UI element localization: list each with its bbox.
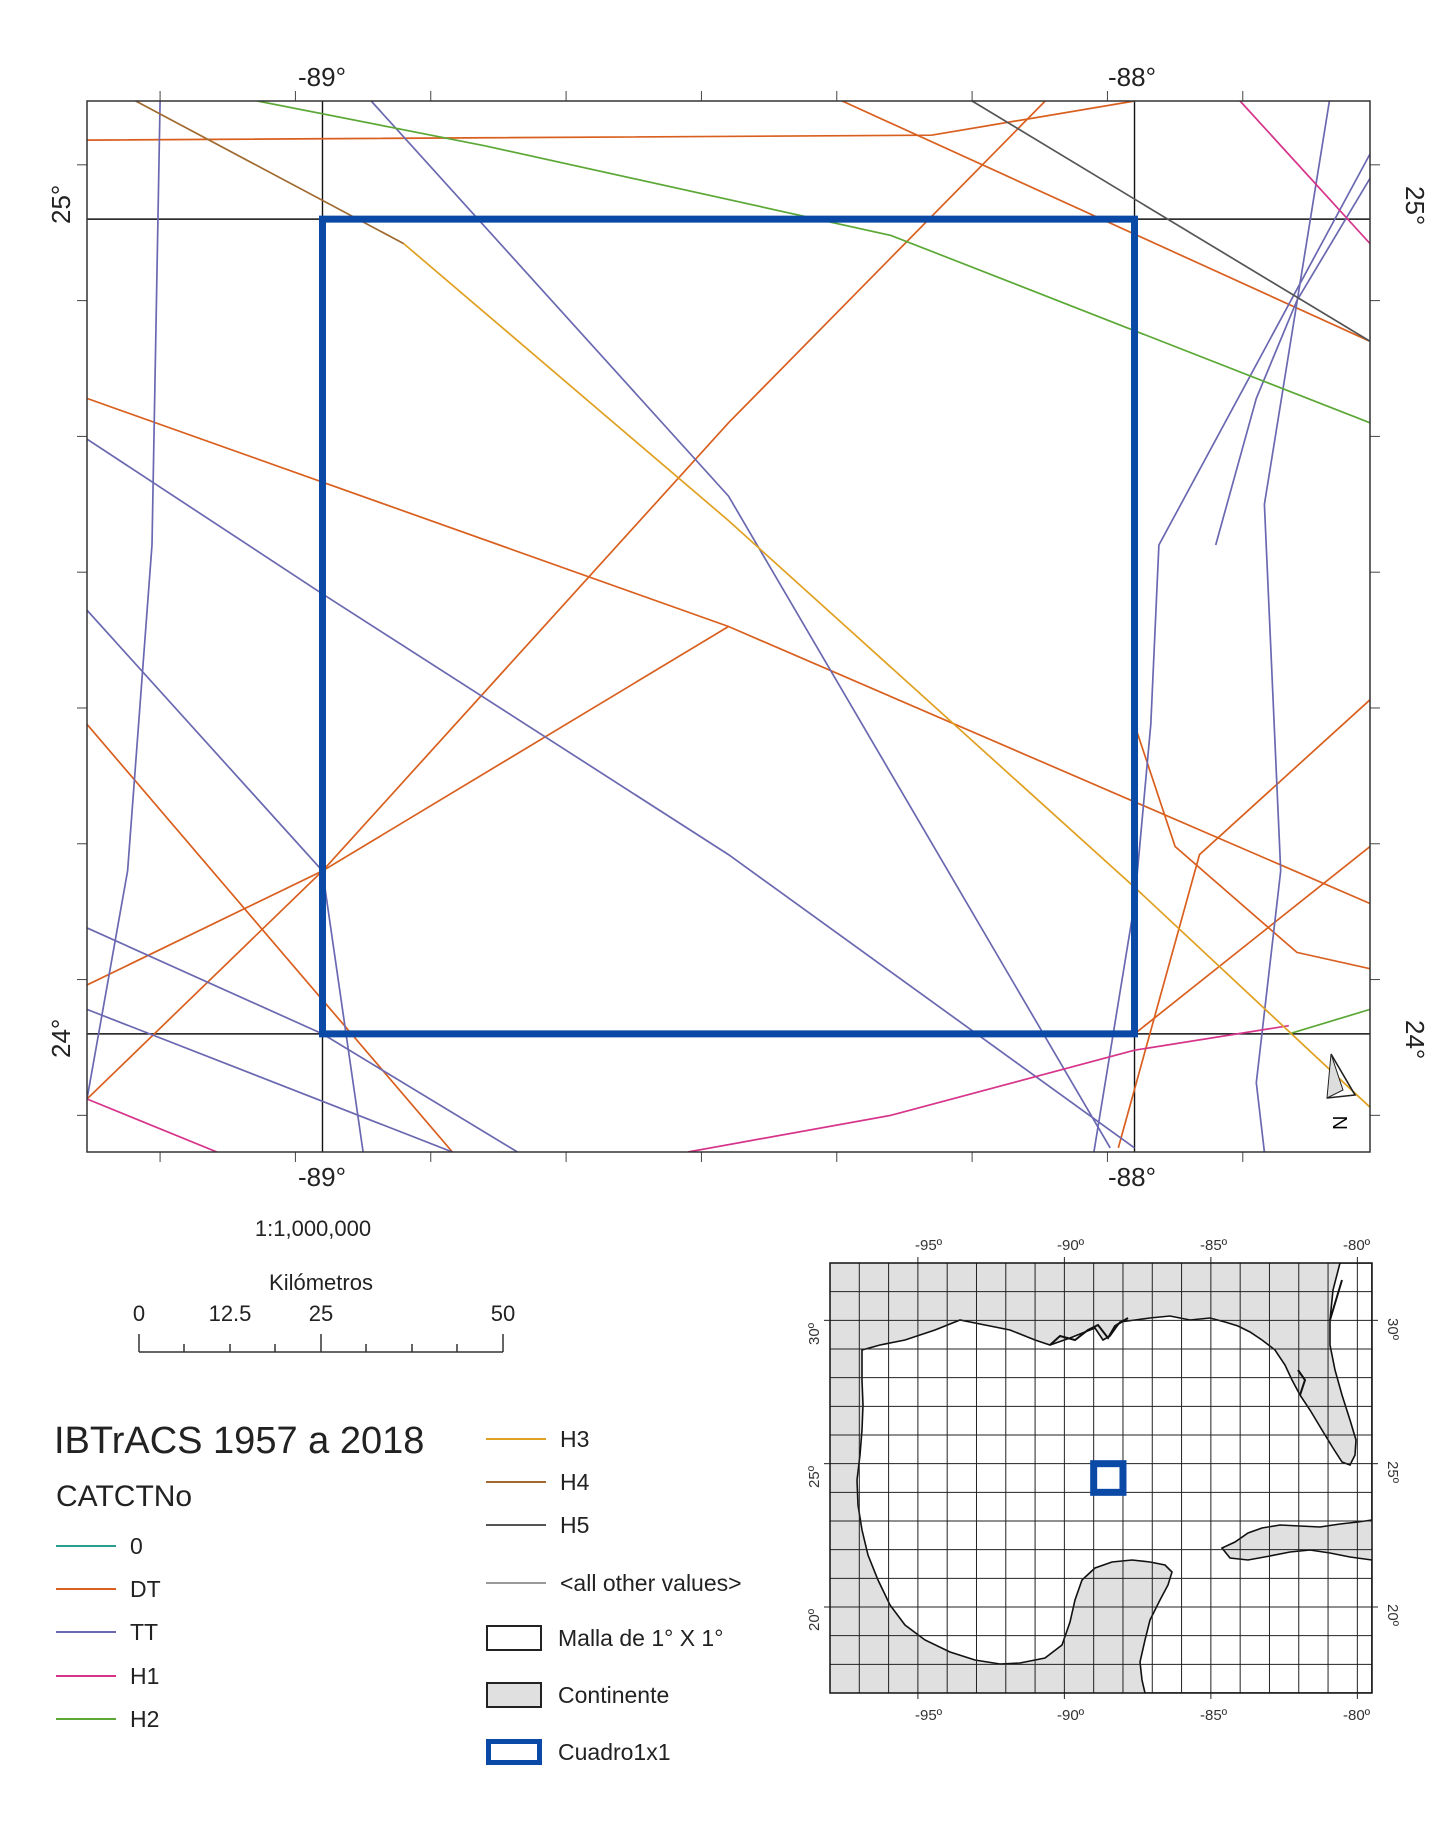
legend-item-tt: TT	[56, 1617, 158, 1647]
legend-line-swatch	[486, 1524, 546, 1526]
legend-item-label: TT	[130, 1618, 159, 1645]
legend-item-label: H4	[560, 1468, 590, 1495]
top-lon-label: -88°	[1108, 62, 1156, 92]
storm-track-dt	[87, 101, 1135, 141]
legend-item-continent: Continente	[486, 1680, 669, 1710]
scale-tick-label: 12.5	[208, 1301, 252, 1326]
inset-bottom-lon-label: -95º	[915, 1707, 943, 1724]
legend-item-h1: H1	[56, 1661, 159, 1691]
legend-item-dt: DT	[56, 1574, 161, 1604]
legend-item-label: H1	[130, 1662, 160, 1689]
storm-track-tt	[87, 1008, 453, 1152]
legend-item-square: Cuadro1x1	[486, 1737, 671, 1767]
storm-track-tt	[370, 101, 1111, 1149]
storm-track-dt	[1133, 724, 1370, 970]
top-lon-label: -89°	[298, 62, 346, 92]
legend-item-label: <all other values>	[560, 1569, 742, 1596]
legend-line-swatch	[486, 1438, 546, 1440]
inset-coast-detail	[1049, 1279, 1343, 1396]
storm-track-h3	[403, 242, 1370, 1108]
storm-tracks	[87, 101, 1370, 1152]
legend-box-swatch	[486, 1739, 542, 1765]
legend-line-swatch	[486, 1481, 546, 1483]
legend-line-swatch	[56, 1545, 116, 1547]
inset-top-lon-label: -95º	[915, 1237, 943, 1254]
inset-bottom-lon-label: -80º	[1343, 1707, 1371, 1724]
inset-gulf-water	[856, 1263, 1372, 1693]
inset-frame-ticks	[824, 1257, 1378, 1699]
storm-track-h2	[257, 101, 1370, 424]
storm-track-h2	[1288, 1008, 1370, 1035]
legend-item-other: <all other values>	[486, 1568, 742, 1598]
legend-box-swatch	[486, 1625, 542, 1651]
legend-item-label: 0	[130, 1532, 143, 1559]
scale-ratio: 1:1,000,000	[254, 1216, 372, 1241]
inset-grid	[830, 1263, 1372, 1693]
inset-top-lon-label: -80º	[1343, 1237, 1371, 1254]
storm-track-tt	[1093, 153, 1370, 1152]
legend-item-h4: H4	[486, 1467, 589, 1497]
study-square	[318, 215, 1139, 1038]
scale-tick-label: 50	[490, 1301, 516, 1326]
storm-track-tt	[1214, 177, 1370, 546]
scale-unit: Kilómetros	[269, 1270, 373, 1295]
legend-line-swatch	[56, 1718, 116, 1720]
storm-track-h1	[687, 1024, 1289, 1152]
inset-bottom-lon-label: -90º	[1057, 1707, 1085, 1724]
storm-track-tt	[87, 438, 1135, 1149]
storm-track-dt	[1133, 845, 1370, 1035]
storm-track-h5	[971, 101, 1370, 343]
scale-tick-label: 0	[132, 1301, 146, 1326]
legend-item-label: H3	[560, 1425, 590, 1452]
legend-item-label: Continente	[558, 1681, 670, 1708]
north-arrow-label: N	[1330, 1116, 1352, 1130]
inset-bottom-lon-label: -85º	[1200, 1707, 1228, 1724]
inset-border	[829, 1262, 1373, 1694]
legend-item-label: DT	[130, 1575, 161, 1602]
storm-track-dt	[87, 723, 454, 1152]
storm-track-dt	[87, 101, 1046, 986]
inset-top-lon-label: -90º	[1057, 1237, 1085, 1254]
legend-item-h3: H3	[486, 1424, 589, 1454]
scale-tick-label: 25	[308, 1301, 334, 1326]
storm-track-h1	[1239, 101, 1370, 245]
legend-item-label: H2	[130, 1705, 160, 1732]
scale-bar	[138, 1334, 504, 1353]
legend-item-label: H5	[560, 1511, 590, 1538]
inset-top-lon-label: -85º	[1200, 1237, 1228, 1254]
storm-track-dt	[1117, 699, 1370, 1149]
north-arrow-icon	[1326, 1053, 1357, 1099]
legend-item-h5: H5	[486, 1510, 589, 1540]
bottom-lon-label: -89°	[298, 1162, 346, 1192]
storm-track-tt	[1255, 101, 1331, 1152]
legend-item-label: Malla de 1° X 1°	[558, 1624, 724, 1651]
frame-ticks	[77, 91, 1380, 1162]
legend-title: IBTrACS 1957 a 2018	[54, 1420, 425, 1462]
inset-study-square	[1090, 1460, 1127, 1496]
map-border	[86, 100, 1371, 1153]
legend-item-grid: Malla de 1° X 1°	[486, 1623, 723, 1653]
legend-line-swatch	[56, 1675, 116, 1677]
legend-line-swatch	[56, 1631, 116, 1633]
legend-box-swatch	[486, 1682, 542, 1708]
bottom-lon-label: -88°	[1108, 1162, 1156, 1192]
storm-track-tt	[87, 101, 161, 1100]
legend-item-label: Cuadro1x1	[558, 1738, 671, 1765]
storm-track-h1	[87, 1098, 218, 1152]
map-frame: N	[77, 91, 1380, 1162]
legend-field: CATCTNo	[56, 1480, 193, 1513]
legend-item-0: 0	[56, 1531, 143, 1561]
legend-line-swatch	[56, 1588, 116, 1590]
legend-item-h2: H2	[56, 1704, 159, 1734]
legend-line-swatch	[486, 1582, 546, 1584]
